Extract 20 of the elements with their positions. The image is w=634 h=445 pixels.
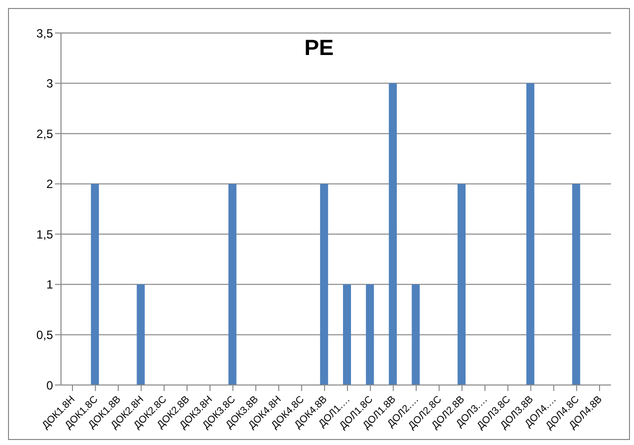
chart-title: РЕ (304, 35, 334, 60)
bar (366, 284, 374, 385)
bar (136, 284, 145, 385)
bar (572, 184, 580, 385)
bar (388, 83, 397, 385)
bar (228, 184, 236, 385)
bar (412, 284, 420, 385)
y-tick-label: 0 (46, 378, 54, 392)
bar (90, 184, 99, 385)
y-tick-label: 2 (46, 177, 54, 192)
y-tick-label: 3,5 (36, 26, 54, 40)
bar (320, 184, 328, 385)
bar (458, 184, 466, 385)
y-tick-label: 1 (46, 278, 54, 292)
bar (526, 83, 534, 385)
bar (343, 284, 351, 385)
y-tick-label: 1,5 (36, 227, 54, 242)
y-tick-label: 3 (46, 76, 54, 91)
y-tick-label: 0,5 (36, 328, 54, 342)
y-tick-label: 2,5 (36, 126, 54, 141)
